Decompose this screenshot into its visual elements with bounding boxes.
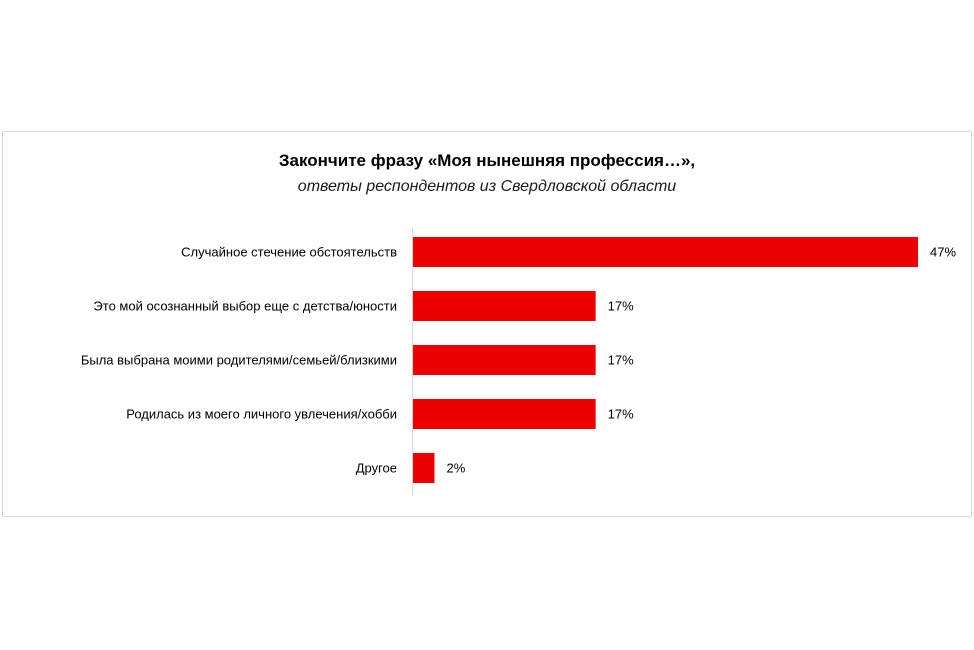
value-labels-group: 47% 17% 17% 17% 2%: [446, 245, 956, 476]
bar-1: [413, 237, 918, 267]
category-label-4: Родилась из моего личного увлечения/хобб…: [126, 407, 397, 422]
chart-title: Закончите фразу «Моя нынешняя профессия……: [278, 151, 696, 170]
bar-2: [413, 291, 596, 321]
value-label-2: 17%: [608, 299, 634, 314]
category-label-3: Была выбрана моими родителями/семьей/бли…: [81, 353, 397, 368]
value-label-4: 17%: [608, 407, 634, 422]
value-label-3: 17%: [608, 353, 634, 368]
value-label-5: 2%: [446, 461, 465, 476]
category-label-2: Это мой осознанный выбор еще с детства/ю…: [93, 299, 397, 314]
category-labels-group: Случайное стечение обстоятельств Это мой …: [81, 245, 397, 476]
chart-subtitle: ответы респондентов из Свердловской обла…: [297, 178, 677, 195]
value-label-1: 47%: [930, 245, 956, 260]
bar-4: [413, 399, 596, 429]
bars-group: [413, 237, 918, 483]
category-label-5: Другое: [356, 461, 397, 476]
bar-5: [413, 453, 435, 483]
category-label-1: Случайное стечение обстоятельств: [181, 245, 397, 260]
bar-3: [413, 345, 596, 375]
chart-frame: [2, 131, 972, 517]
